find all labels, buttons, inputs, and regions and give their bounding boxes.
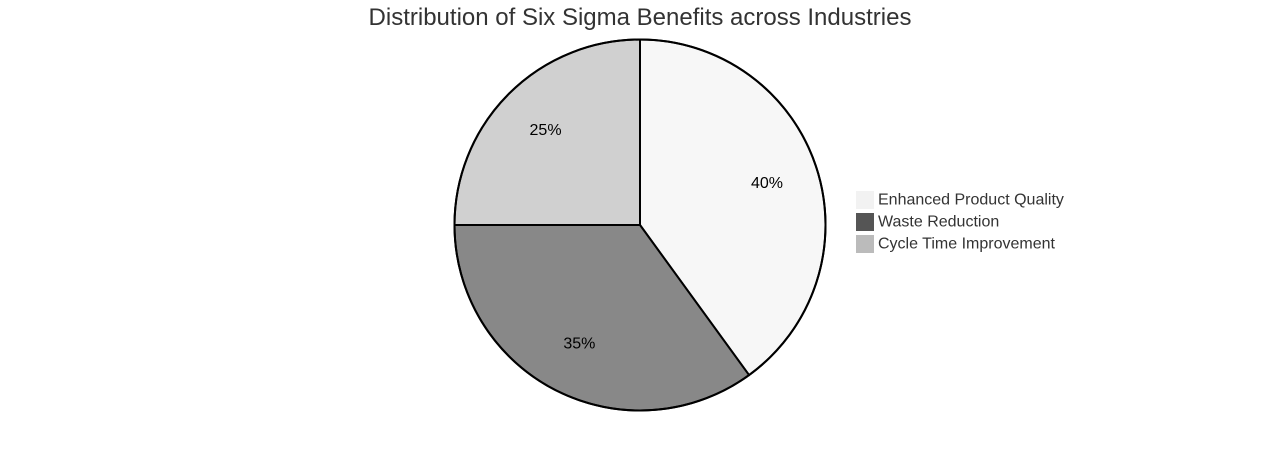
chart-title: Distribution of Six Sigma Benefits acros… <box>369 4 912 31</box>
slice-label-enhanced-product-quality: 40% <box>751 175 783 192</box>
legend: Enhanced Product Quality Waste Reduction C… <box>856 191 1064 253</box>
legend-label-cycle-time-improvement: Cycle Time Improvement <box>878 236 1055 253</box>
legend-swatch-enhanced-product-quality <box>856 191 874 209</box>
legend-label-waste-reduction: Waste Reduction <box>878 214 999 231</box>
pie-outline <box>453 38 827 412</box>
legend-swatch-waste-reduction <box>856 213 874 231</box>
pie-slices <box>453 38 827 412</box>
slice-label-cycle-time-improvement: 25% <box>530 122 562 139</box>
slice-label-waste-reduction: 35% <box>563 336 595 353</box>
pie-slice-labels: 40% 35% 25% <box>530 122 783 352</box>
legend-label-enhanced-product-quality: Enhanced Product Quality <box>878 192 1064 209</box>
legend-swatch-cycle-time-improvement <box>856 235 874 253</box>
